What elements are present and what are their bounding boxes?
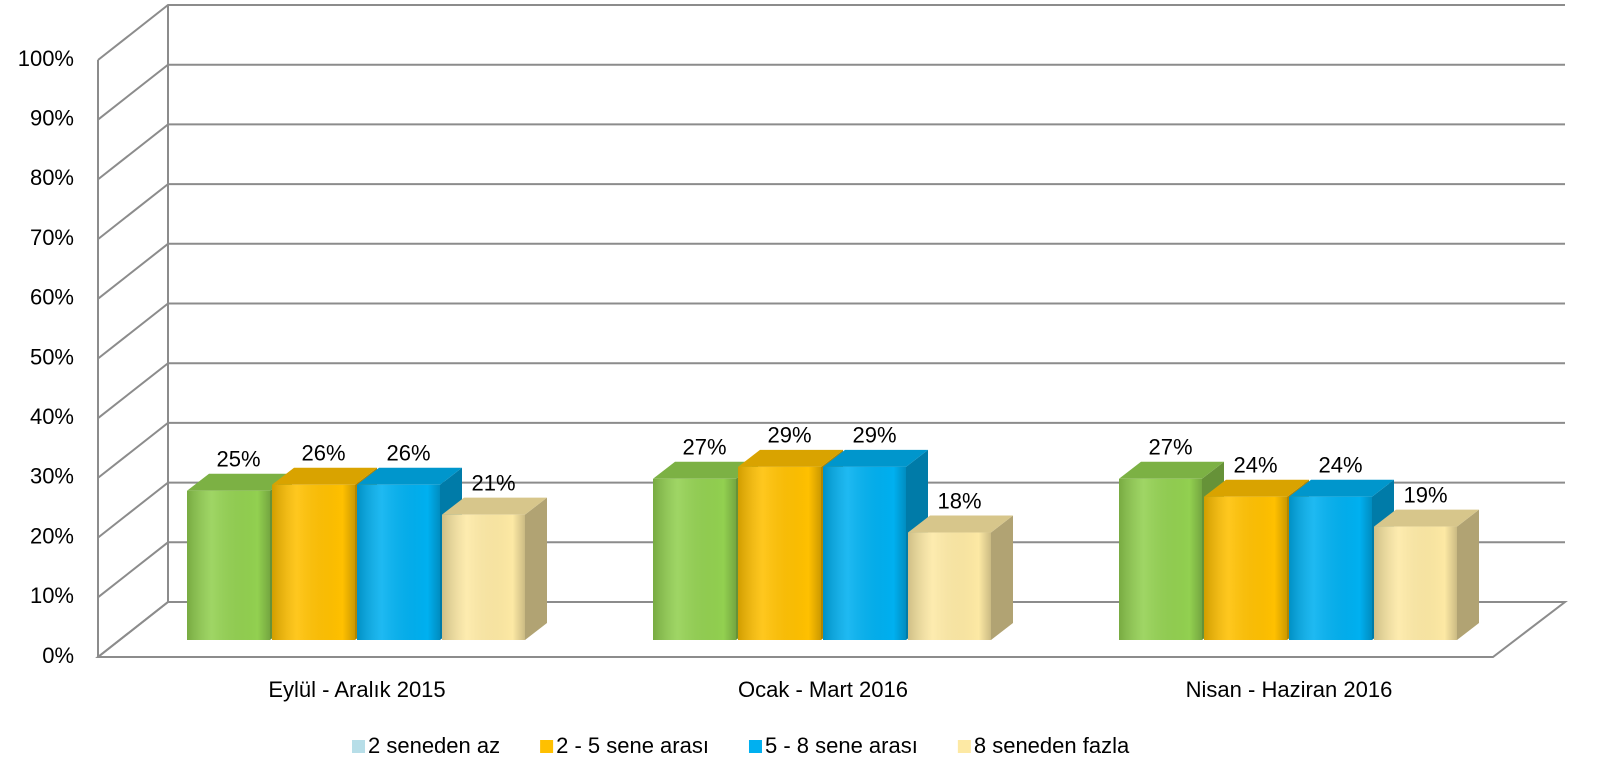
value-label: 26%: [386, 441, 430, 466]
legend-label: 2 - 5 sene arası: [556, 733, 709, 758]
grid-line: [97, 421, 1565, 479]
y-tick-label: 70%: [30, 225, 74, 250]
y-tick-label: 10%: [30, 583, 74, 608]
bar-shade: [187, 490, 270, 640]
bar-top: [823, 449, 928, 467]
bar-shade: [1204, 496, 1287, 640]
y-tick-label: 50%: [30, 344, 74, 369]
bar-shade: [823, 466, 906, 640]
bar: [823, 449, 928, 640]
value-label: 24%: [1233, 453, 1277, 478]
bar-top: [653, 461, 758, 479]
y-tick-label: 20%: [30, 523, 74, 548]
bar-shade: [1374, 526, 1457, 640]
bar-top: [1204, 479, 1309, 497]
bar: [908, 515, 1013, 640]
bar-top: [1374, 509, 1479, 527]
x-tick-label: Eylül - Aralık 2015: [268, 677, 445, 702]
legend-label: 5 - 8 sene arası: [765, 733, 918, 758]
y-tick-label: 90%: [30, 106, 74, 131]
bar-top: [1119, 461, 1224, 479]
bar-side: [525, 497, 547, 640]
bar-side: [991, 515, 1013, 640]
grid-line: [97, 362, 1565, 419]
bar-shade: [442, 514, 525, 640]
legend-swatch: [748, 740, 762, 753]
bar-shade: [1289, 496, 1372, 640]
x-tick-label: Ocak - Mart 2016: [738, 677, 908, 702]
grid-line: [97, 302, 1565, 360]
bar-top: [272, 467, 377, 485]
legend-label: 2 seneden az: [368, 733, 500, 758]
y-tick-label: 60%: [30, 285, 74, 310]
value-label: 29%: [767, 423, 811, 448]
bar-shade: [1119, 478, 1202, 640]
bar-top: [357, 467, 462, 485]
value-label: 24%: [1318, 453, 1362, 478]
grid-line: [97, 183, 1565, 240]
bar: [442, 497, 547, 640]
y-tick-label: 30%: [30, 464, 74, 489]
bar-top: [1289, 479, 1394, 497]
value-label: 21%: [471, 470, 515, 495]
value-label: 29%: [852, 423, 896, 448]
grid-line: [97, 123, 1565, 181]
bar-shade: [357, 484, 440, 640]
y-tick-label: 100%: [18, 46, 74, 71]
bar-shade: [738, 466, 821, 640]
y-tick-label: 40%: [30, 404, 74, 429]
legend-swatch: [352, 740, 365, 753]
bar-top: [908, 515, 1013, 533]
grid-line: [97, 4, 1565, 61]
bar-top: [738, 449, 843, 467]
grid: 0% 10% 20% 30% 40% 50% 60% 70% 80% 90% 100%: [18, 4, 1568, 668]
x-tick-label: Nisan - Haziran 2016: [1186, 677, 1393, 702]
bar: [1374, 509, 1479, 640]
bar: [738, 449, 843, 640]
grid-line: [97, 481, 1565, 539]
grid-line: [97, 63, 1565, 121]
bar: [272, 467, 377, 640]
bar-shade: [272, 484, 355, 640]
y-tick-label: 80%: [30, 165, 74, 190]
y-tick-label: 0%: [42, 643, 74, 668]
legend-swatch: [957, 740, 971, 753]
bar-side: [1457, 509, 1479, 640]
value-label: 19%: [1403, 482, 1447, 507]
bars: Eylül - Aralık 2015 25% 26% 26% 21% Ocak - Ma…: [187, 423, 1479, 758]
bar: [653, 461, 758, 640]
value-label: 27%: [682, 435, 726, 460]
legend-swatch: [540, 740, 554, 753]
bar: [357, 467, 462, 640]
bar-top: [442, 497, 547, 515]
bar-top: [187, 473, 292, 491]
grid-line: [97, 601, 1565, 658]
bar-shade: [908, 532, 991, 640]
value-label: 26%: [301, 441, 345, 466]
bar-shade: [653, 478, 736, 640]
value-label: 18%: [937, 488, 981, 513]
grid-line: [97, 541, 1565, 599]
value-label: 27%: [1148, 435, 1192, 460]
legend-label: 8 seneden fazla: [974, 733, 1130, 758]
value-label: 25%: [216, 447, 260, 472]
grid-line: [97, 242, 1565, 300]
